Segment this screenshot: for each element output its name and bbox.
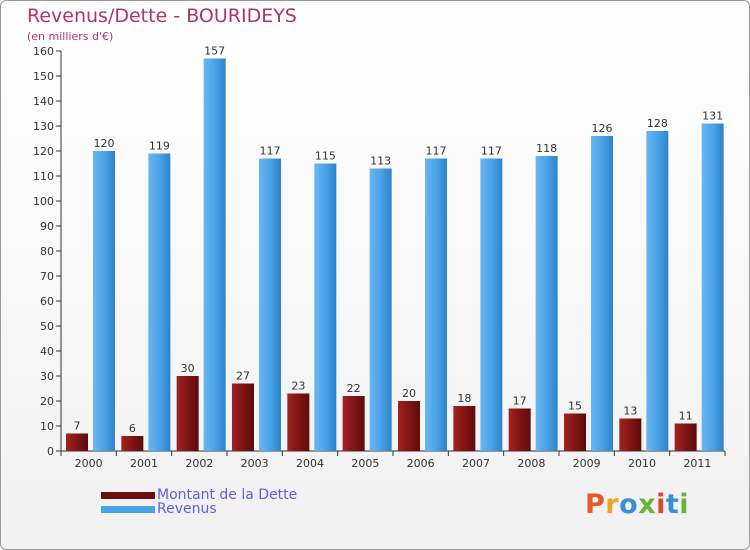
y-tick-label: 80 xyxy=(40,245,54,258)
bar-debt xyxy=(508,408,531,451)
y-tick-label: 50 xyxy=(40,320,54,333)
bar-debt xyxy=(674,423,697,451)
x-tick-label: 2006 xyxy=(407,457,435,470)
x-tick-label: 2005 xyxy=(351,457,379,470)
y-tick-label: 10 xyxy=(40,420,54,433)
data-label-revenue: 119 xyxy=(149,140,170,153)
logo-letter: r xyxy=(605,489,620,520)
data-label-debt: 30 xyxy=(181,362,195,375)
data-label-revenue: 117 xyxy=(481,145,502,158)
bar-debt xyxy=(619,418,642,451)
x-tick-label: 2001 xyxy=(130,457,158,470)
bars xyxy=(66,58,724,451)
chart-subtitle: (en milliers d'€) xyxy=(27,30,114,43)
y-tick-label: 0 xyxy=(47,445,54,458)
data-label-debt: 17 xyxy=(513,395,527,408)
y-tick-label: 140 xyxy=(33,95,54,108)
x-tick-label: 2008 xyxy=(517,457,545,470)
bar-revenue xyxy=(425,158,447,451)
bar-debt xyxy=(564,413,586,451)
y-tick-label: 70 xyxy=(40,270,54,283)
data-label-revenue: 118 xyxy=(536,142,557,155)
data-label-debt: 23 xyxy=(291,380,305,393)
chart-title: Revenus/Dette - BOURIDEYS xyxy=(27,5,297,27)
legend-item-revenus: Revenus xyxy=(101,501,217,517)
legend-item-dette: Montant de la Dette xyxy=(101,487,297,503)
data-label-debt: 15 xyxy=(568,400,582,413)
data-label-revenue: 115 xyxy=(315,150,336,163)
bar-revenue xyxy=(701,123,724,451)
data-label-debt: 27 xyxy=(236,370,250,383)
x-tick-label: 2007 xyxy=(462,457,490,470)
data-label-revenue: 113 xyxy=(370,155,391,168)
x-tick-label: 2011 xyxy=(683,457,711,470)
data-label-debt: 7 xyxy=(74,420,81,433)
data-label-debt: 6 xyxy=(129,422,136,435)
x-tick-label: 2002 xyxy=(185,457,213,470)
bar-revenue xyxy=(369,168,392,451)
legend-swatch-revenus xyxy=(101,505,155,513)
data-label-debt: 11 xyxy=(679,410,693,423)
y-tick-label: 110 xyxy=(33,170,54,183)
x-tick-label: 2003 xyxy=(241,457,269,470)
y-tick-label: 60 xyxy=(40,295,54,308)
x-tick-label: 2010 xyxy=(628,457,656,470)
bar-revenue xyxy=(314,163,337,451)
bar-debt xyxy=(66,433,88,451)
data-label-revenue: 120 xyxy=(94,137,115,150)
y-tick-label: 160 xyxy=(33,45,54,58)
bar-revenue xyxy=(535,156,558,451)
y-tick-label: 30 xyxy=(40,370,54,383)
bar-debt xyxy=(121,436,144,451)
bar-debt xyxy=(398,401,420,451)
data-label-revenue: 117 xyxy=(260,145,281,158)
y-tick-label: 20 xyxy=(40,395,54,408)
y-tick-label: 120 xyxy=(33,145,54,158)
bar-revenue xyxy=(259,158,281,451)
bar-debt xyxy=(232,383,254,451)
bar-revenue xyxy=(646,131,669,451)
proxiti-logo: Proxiti xyxy=(585,489,689,520)
data-label-revenue: 157 xyxy=(204,45,225,58)
legend-label-dette: Montant de la Dette xyxy=(157,487,298,503)
x-tick-label: 2009 xyxy=(573,457,601,470)
axes: 0 10 20 30 40 50 60 70 80 90 100 110 120 130 140 150 160… xyxy=(33,45,726,470)
y-tick-label: 40 xyxy=(40,345,54,358)
bar-revenue xyxy=(93,151,115,451)
data-labels: 7 120 6 119 30 157 27 117 23 115 22 113 20 117 18 117 17… xyxy=(74,45,724,436)
bar-debt xyxy=(453,406,476,451)
data-label-revenue: 131 xyxy=(702,110,723,123)
data-label-debt: 13 xyxy=(623,405,637,418)
y-tick-label: 150 xyxy=(33,70,54,83)
x-tick-label: 2004 xyxy=(296,457,324,470)
logo-letter: x xyxy=(638,489,657,520)
bar-debt xyxy=(342,396,365,451)
x-tick-label: 2000 xyxy=(75,457,103,470)
bar-debt xyxy=(287,393,310,451)
legend-swatch-dette xyxy=(101,491,155,499)
y-tick-label: 130 xyxy=(33,120,54,133)
data-label-revenue: 117 xyxy=(426,145,447,158)
bar-revenue xyxy=(480,158,503,451)
data-label-debt: 20 xyxy=(402,387,416,400)
logo-letter: P xyxy=(585,489,606,520)
data-label-debt: 22 xyxy=(347,382,361,395)
bar-revenue xyxy=(203,58,226,451)
data-label-debt: 18 xyxy=(457,392,471,405)
legend-label-revenus: Revenus xyxy=(157,501,217,517)
logo-letter: i xyxy=(679,489,690,520)
data-label-revenue: 126 xyxy=(592,122,613,135)
logo-letter: t xyxy=(665,489,680,520)
logo-letter: i xyxy=(656,489,666,520)
bar-revenue xyxy=(591,136,613,451)
logo-letter: o xyxy=(619,489,639,520)
bar-revenue xyxy=(148,153,171,451)
bar-debt xyxy=(176,376,199,451)
y-tick-label: 100 xyxy=(33,195,54,208)
y-tick-label: 90 xyxy=(40,220,54,233)
data-label-revenue: 128 xyxy=(647,117,668,130)
